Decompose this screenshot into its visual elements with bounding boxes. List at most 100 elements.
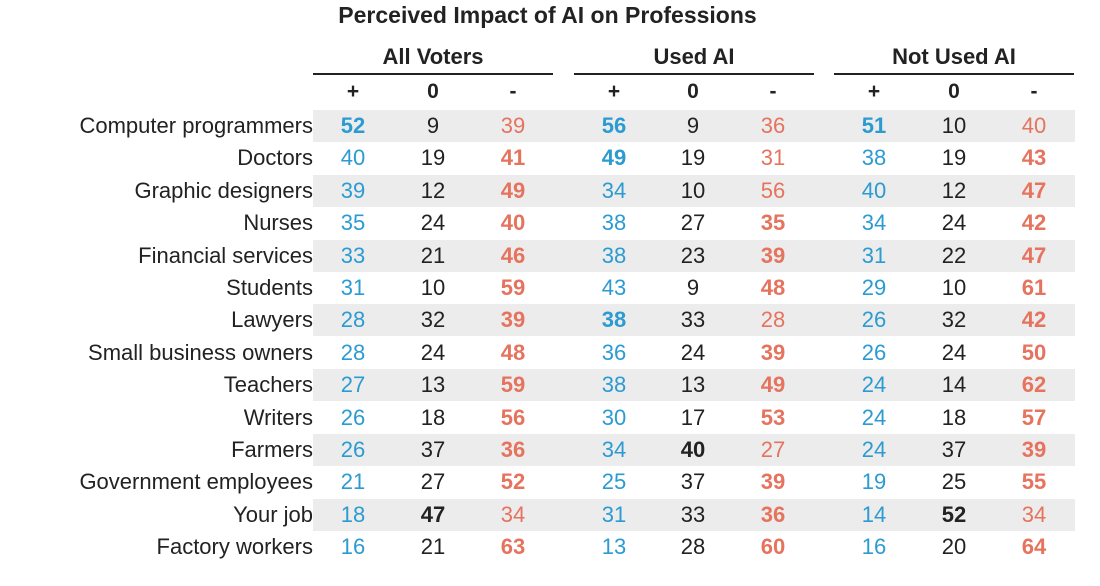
value-cell: 32 xyxy=(941,307,967,333)
value-cell: 31 xyxy=(760,145,786,171)
value-cell: 32 xyxy=(420,307,446,333)
value-cell: 13 xyxy=(680,372,706,398)
value-cell: 38 xyxy=(861,145,887,171)
value-cell: 57 xyxy=(1021,404,1047,430)
row-label: Teachers xyxy=(223,372,313,398)
value-cell: 39 xyxy=(500,307,526,333)
value-cell: 9 xyxy=(686,275,700,300)
value-cell: 41 xyxy=(500,145,526,171)
row-band xyxy=(313,498,1075,531)
value-cell: 40 xyxy=(680,437,706,462)
value-cell: 24 xyxy=(420,210,446,236)
value-cell: 28 xyxy=(340,339,366,365)
value-cell: 14 xyxy=(941,372,967,398)
value-cell: 14 xyxy=(861,501,887,527)
value-cell: 24 xyxy=(941,339,967,365)
value-cell: 40 xyxy=(340,145,366,171)
value-cell: 28 xyxy=(760,307,786,333)
value-cell: 56 xyxy=(601,113,627,138)
value-cell: 30 xyxy=(601,404,627,430)
value-cell: 19 xyxy=(420,145,446,171)
value-cell: 53 xyxy=(760,404,786,430)
row-band xyxy=(313,304,1075,337)
value-cell: 12 xyxy=(420,177,446,203)
column-sign-header: + xyxy=(607,80,621,103)
value-cell: 38 xyxy=(601,372,627,398)
value-cell: 49 xyxy=(601,145,627,171)
row-label: Factory workers xyxy=(156,534,313,560)
value-cell: 34 xyxy=(601,177,627,203)
value-cell: 27 xyxy=(340,372,366,398)
row-label: Graphic designers xyxy=(134,177,313,203)
column-sign-header: 0 xyxy=(427,80,439,103)
row-band xyxy=(313,369,1075,402)
value-cell: 48 xyxy=(500,339,526,365)
value-cell: 18 xyxy=(941,404,967,430)
value-cell: 37 xyxy=(941,437,967,462)
value-cell: 49 xyxy=(760,372,786,398)
value-cell: 19 xyxy=(941,145,967,171)
column-sign-header: 0 xyxy=(687,80,699,103)
value-cell: 48 xyxy=(760,275,786,300)
value-cell: 34 xyxy=(601,437,627,462)
value-cell: 18 xyxy=(420,404,446,430)
row-label: Doctors xyxy=(237,145,313,171)
value-cell: 19 xyxy=(861,469,887,495)
value-cell: 16 xyxy=(340,534,366,560)
value-cell: 38 xyxy=(601,210,627,236)
value-cell: 25 xyxy=(941,469,967,495)
value-cell: 46 xyxy=(500,242,526,268)
value-cell: 18 xyxy=(340,501,366,527)
value-cell: 22 xyxy=(941,242,967,268)
value-cell: 34 xyxy=(1021,501,1047,527)
value-cell: 10 xyxy=(420,275,446,300)
row-label: Computer programmers xyxy=(79,113,313,138)
value-cell: 17 xyxy=(680,404,706,430)
value-cell: 43 xyxy=(601,275,627,300)
column-sign-header: - xyxy=(509,80,517,103)
value-cell: 39 xyxy=(760,469,786,495)
column-sign-header: + xyxy=(346,80,360,103)
group-header: Used AI xyxy=(653,44,735,69)
value-cell: 35 xyxy=(760,210,786,236)
row-band xyxy=(313,434,1075,466)
value-cell: 49 xyxy=(500,177,526,203)
row-label: Farmers xyxy=(231,437,313,462)
value-cell: 20 xyxy=(941,534,967,560)
row-band xyxy=(313,239,1075,272)
value-cell: 27 xyxy=(680,210,706,236)
value-cell: 31 xyxy=(601,501,627,527)
value-cell: 47 xyxy=(1021,242,1047,268)
value-cell: 16 xyxy=(861,534,887,560)
group-header: Not Used AI xyxy=(892,44,1016,69)
value-cell: 29 xyxy=(861,275,887,300)
value-cell: 61 xyxy=(1021,275,1047,300)
value-cell: 40 xyxy=(500,210,526,236)
value-cell: 26 xyxy=(340,437,366,462)
group-underline xyxy=(834,73,1074,75)
value-cell: 64 xyxy=(1021,534,1047,560)
value-cell: 40 xyxy=(1021,113,1047,138)
column-sign-header: + xyxy=(867,80,881,103)
value-cell: 33 xyxy=(680,501,706,527)
value-cell: 63 xyxy=(500,534,526,560)
value-cell: 38 xyxy=(601,242,627,268)
value-cell: 31 xyxy=(861,242,887,268)
value-cell: 47 xyxy=(420,501,446,527)
value-cell: 37 xyxy=(420,437,446,462)
value-cell: 47 xyxy=(1021,177,1047,203)
value-cell: 39 xyxy=(500,113,526,138)
value-cell: 21 xyxy=(420,534,446,560)
row-label: Financial services xyxy=(138,242,313,268)
value-cell: 52 xyxy=(340,113,366,138)
value-cell: 35 xyxy=(340,210,366,236)
value-cell: 26 xyxy=(861,307,887,333)
value-cell: 21 xyxy=(340,469,366,495)
group-header: All Voters xyxy=(382,44,484,69)
value-cell: 24 xyxy=(420,339,446,365)
value-cell: 37 xyxy=(680,469,706,495)
value-cell: 39 xyxy=(760,339,786,365)
row-label: Students xyxy=(226,275,313,300)
value-cell: 28 xyxy=(680,534,706,560)
value-cell: 13 xyxy=(601,534,627,560)
